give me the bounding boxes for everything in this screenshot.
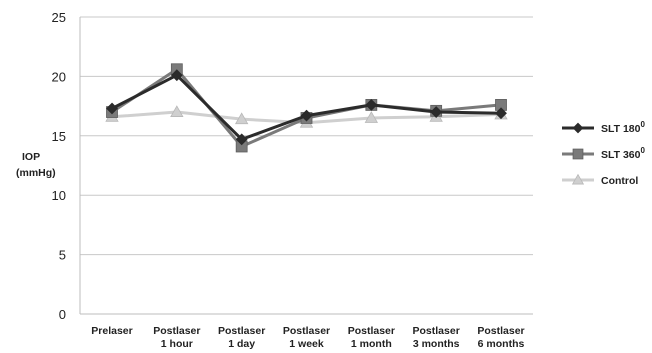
series-slt-360 (106, 63, 507, 153)
data-point (170, 69, 183, 82)
x-tick-label: Postlaser 3 months (413, 325, 460, 350)
y-axis-title-text: IOP (mmHg) (16, 151, 56, 179)
axes (79, 17, 533, 315)
y-tick-labels: 0 5 10 15 20 25 (52, 10, 66, 322)
x-tick-label: Postlaser 1 day (218, 325, 265, 350)
data-point (364, 111, 379, 123)
legend-label: SLT 3600 (601, 146, 646, 161)
series-line (111, 67, 502, 148)
data-point (365, 99, 378, 111)
legend-marker (572, 148, 584, 160)
legend-label: SLT 1800 (601, 120, 646, 135)
y-tick-label: 5 (59, 248, 66, 263)
x-tick-label: Postlaser 1 week (283, 325, 330, 350)
legend-item: Control (562, 173, 638, 187)
y-tick-label: 15 (52, 129, 66, 144)
y-tick-label: 25 (52, 10, 66, 25)
series-line (111, 73, 502, 141)
data-point (170, 105, 184, 117)
series-slt-180 (106, 69, 507, 146)
y-axis-title: IOP (mmHg) (16, 151, 56, 179)
legend: SLT 1800 SLT 3600 Control (562, 120, 646, 187)
legend-item: SLT 1800 (562, 120, 646, 135)
series-group (105, 63, 508, 153)
legend-label: Control (601, 175, 638, 187)
data-point (300, 109, 313, 122)
x-tick-label: Postlaser 1 hour (153, 325, 200, 350)
x-tick-label: Postlaser 1 month (348, 325, 395, 350)
data-point (234, 112, 249, 125)
y-tick-label: 10 (52, 188, 66, 203)
data-point (430, 106, 443, 118)
gridlines (80, 16, 533, 256)
x-tick-label: Postlaser 6 months (477, 325, 524, 350)
data-point (106, 102, 118, 115)
x-tick-labels: Prelaser Postlaser 1 hour Postlaser 1 day Pos… (91, 325, 524, 350)
x-tick-label: Prelaser (91, 325, 132, 337)
legend-marker (571, 173, 585, 185)
legend-marker (572, 122, 584, 134)
y-tick-label: 20 (52, 69, 66, 84)
y-tick-label: 0 (59, 307, 66, 322)
data-point (495, 107, 507, 120)
legend-item: SLT 3600 (562, 146, 646, 161)
data-point (235, 133, 248, 146)
